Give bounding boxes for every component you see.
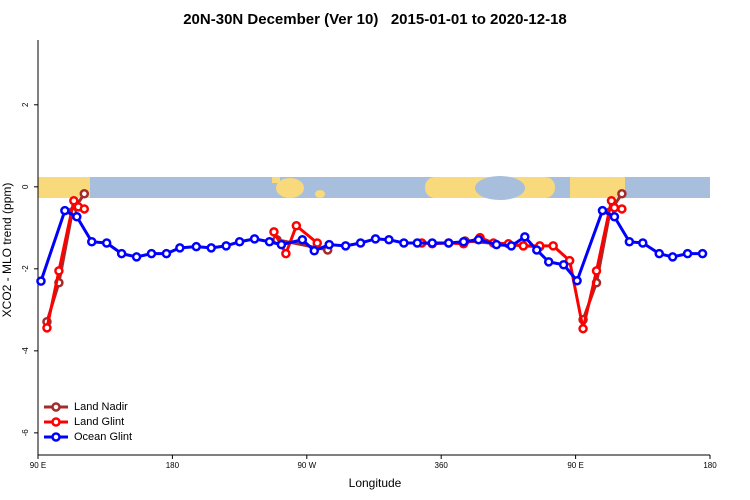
data-point (443, 238, 454, 248)
data-point (206, 243, 216, 253)
data-point (79, 189, 90, 199)
y-tick-label: 0 (21, 184, 30, 189)
legend-marker (51, 432, 61, 442)
data-point (175, 243, 185, 253)
data-point (36, 276, 46, 286)
data-point (617, 204, 627, 214)
data-point (609, 202, 620, 213)
legend-marker (51, 402, 61, 412)
data-point (269, 227, 279, 237)
x-tick-label: 90 W (297, 461, 316, 470)
data-point (324, 239, 334, 250)
data-point (558, 259, 569, 270)
x-tick-label: 180 (166, 461, 180, 470)
series-line (45, 192, 624, 323)
data-point (638, 238, 648, 248)
data-point (564, 255, 575, 266)
data-point (340, 241, 351, 251)
data-point (427, 238, 437, 248)
data-point (384, 234, 394, 245)
x-tick-label: 90 E (567, 461, 583, 470)
data-point (697, 248, 708, 259)
data-point (87, 237, 97, 247)
data-point (520, 232, 530, 242)
data-point (54, 266, 64, 276)
data-point (264, 237, 275, 247)
y-axis-label: XCO2 - MLO trend (ppm) (0, 183, 14, 318)
data-point (146, 248, 157, 259)
chart-title: 20N-30N December (Ver 10) 2015-01-01 to … (183, 11, 567, 28)
y-tick-label: -2 (21, 265, 30, 273)
data-point (617, 189, 627, 199)
data-point (532, 245, 542, 255)
x-tick-label: 180 (703, 461, 717, 470)
data-point (131, 252, 142, 262)
data-point (609, 211, 620, 222)
legend-label: Ocean Glint (74, 431, 132, 443)
data-point (42, 323, 52, 333)
y-tick-label: -6 (21, 429, 30, 437)
data-point (591, 266, 602, 276)
data-point (578, 323, 588, 334)
data-point (234, 237, 245, 247)
data-point (60, 205, 70, 216)
series-line (45, 199, 623, 331)
data-point (506, 241, 517, 251)
data-point (101, 238, 112, 248)
data-point (291, 221, 302, 231)
data-point (412, 238, 423, 248)
data-point (281, 248, 291, 259)
data-point (79, 204, 90, 214)
data-point (399, 238, 409, 248)
data-point (543, 257, 554, 267)
data-point (572, 275, 582, 286)
x-tick-label: 360 (435, 461, 449, 470)
legend-marker (51, 417, 61, 427)
data-point (654, 248, 664, 259)
data-point (548, 241, 558, 251)
data-point (221, 241, 231, 251)
x-tick-label: 90 E (30, 461, 46, 470)
data-point (355, 238, 366, 248)
data-point (297, 234, 308, 245)
data-point (116, 248, 127, 259)
map-strip (38, 176, 710, 200)
data-point (682, 248, 693, 259)
data-point (161, 248, 172, 259)
data-point (312, 238, 323, 248)
data-point (491, 239, 502, 250)
data-point (72, 211, 82, 222)
data-point (597, 205, 608, 216)
data-point (458, 237, 469, 247)
data-point (667, 252, 678, 262)
y-tick-label: -4 (21, 347, 30, 355)
data-point (249, 234, 260, 244)
data-point (518, 241, 529, 251)
legend-label: Land Nadir (74, 401, 128, 413)
data-point (309, 246, 320, 256)
data-point (370, 234, 381, 244)
x-axis-label: Longitude (349, 476, 402, 490)
y-tick-label: 2 (21, 102, 30, 107)
legend-label: Land Glint (74, 416, 124, 428)
data-point (473, 234, 484, 245)
data-point (69, 196, 79, 206)
data-point (276, 239, 287, 250)
data-point (624, 237, 635, 247)
data-point (191, 241, 202, 252)
